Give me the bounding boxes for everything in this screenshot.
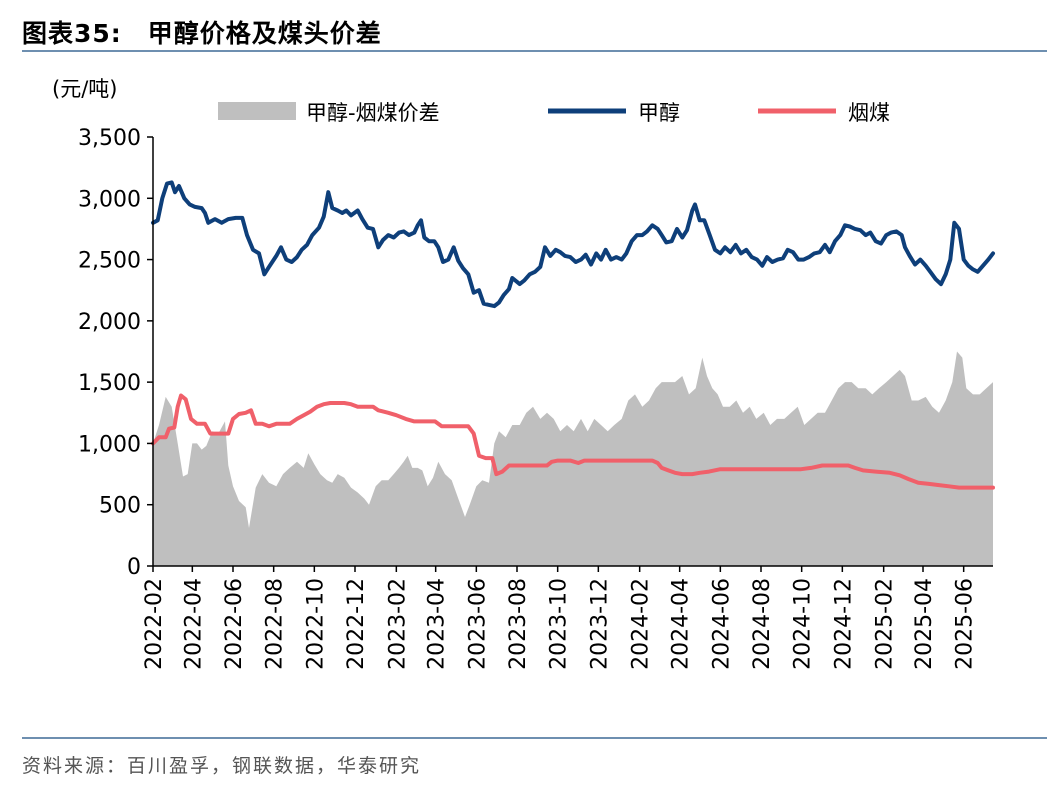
y-tick-label: 1,000 [78,432,141,457]
x-tick-label: 2023-10 [547,578,572,670]
axes-layer: 0 500 1,000 1,500 2,000 2,500 3,000 3,500 2022-0… [78,126,993,670]
x-tick-label: 2022-10 [303,578,328,670]
x-tick-label: 2025-02 [873,578,898,670]
legend-label-coal: 烟煤 [848,101,890,125]
x-tick-label: 2024-10 [791,578,816,670]
y-tick-label: 2,500 [78,249,141,274]
y-tick-label: 500 [99,494,141,519]
chart: (元/吨) 甲醇-烟煤价差 甲醇 烟煤 0 500 1,000 1,500 2,000 2… [52,77,995,670]
figure-title: 图表35: 甲醇价格及煤头价差 [22,19,382,48]
y-axis-label: (元/吨) [52,77,117,101]
x-tick-label: 2025-06 [953,578,978,670]
source-divider [22,737,1047,739]
y-tick-label: 0 [127,555,141,580]
x-tick-label: 2022-04 [181,578,206,670]
x-tick-label: 2024-08 [750,578,775,670]
x-tick-label: 2022-02 [142,578,167,670]
series-line-coal [151,393,995,490]
x-tick-label: 2023-08 [506,578,531,670]
legend-label-spread: 甲醇-烟煤价差 [306,101,440,125]
x-tick-label: 2023-02 [385,578,410,670]
source-note: 资料来源：百川盈孚，钢联数据，华泰研究 [22,755,422,777]
x-tick-label: 2022-08 [263,578,288,670]
series-area-spread [153,351,993,566]
y-tick-label: 2,000 [78,310,141,335]
series-layer [151,180,995,566]
y-tick-label: 3,000 [78,187,141,212]
x-tick-label: 2024-04 [669,578,694,670]
x-tick-label: 2024-06 [709,578,734,670]
series-line-methanol [151,180,995,309]
legend-label-methanol: 甲醇 [638,101,680,125]
x-tick-label: 2024-02 [629,578,654,670]
x-tick-label: 2023-04 [425,578,450,670]
legend: 甲醇-烟煤价差 甲醇 烟煤 [218,101,890,125]
x-tick-label: 2022-06 [222,578,247,670]
title-divider [22,50,1047,52]
x-tick-label: 2022-12 [344,578,369,670]
legend-swatch-spread [218,102,296,120]
x-tick-label: 2024-12 [831,578,856,670]
y-tick-label: 3,500 [78,126,141,151]
x-tick-label: 2023-12 [587,578,612,670]
x-tick-label: 2025-04 [912,578,937,670]
y-tick-label: 1,500 [78,371,141,396]
x-tick-label: 2023-06 [465,578,490,670]
